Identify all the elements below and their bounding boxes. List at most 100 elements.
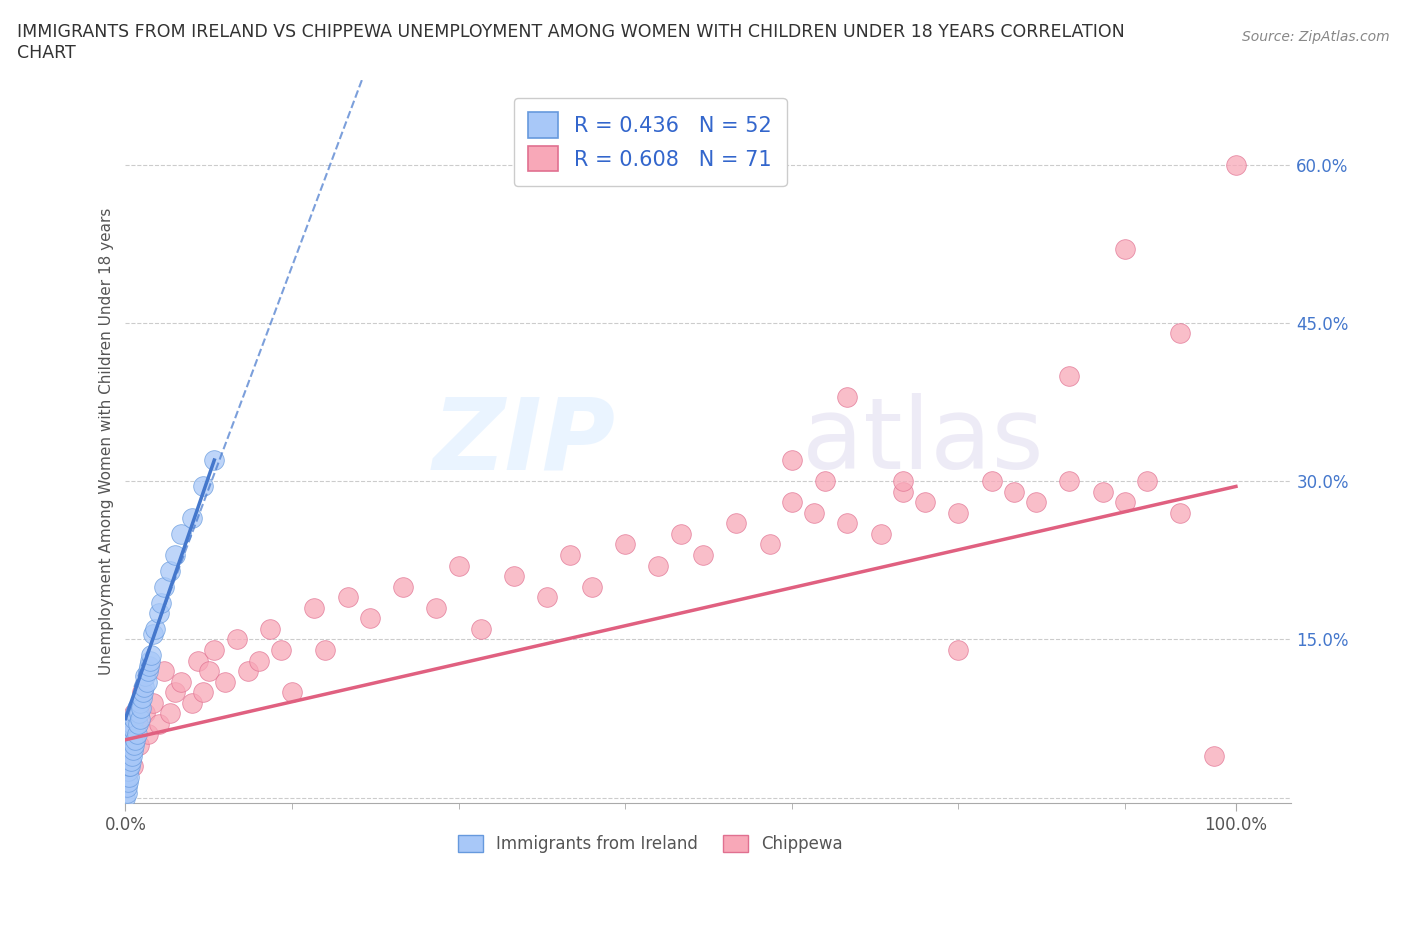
Point	[1202, 748, 1225, 763]
Point	[803, 505, 825, 520]
Point	[247, 653, 270, 668]
Point	[129, 700, 152, 715]
Point	[948, 505, 970, 520]
Point	[1136, 473, 1159, 488]
Point	[115, 780, 138, 795]
Point	[725, 516, 748, 531]
Point	[125, 716, 148, 731]
Point	[202, 643, 225, 658]
Point	[425, 601, 447, 616]
Point	[236, 664, 259, 679]
Point	[1091, 485, 1114, 499]
Point	[118, 748, 141, 763]
Point	[139, 648, 162, 663]
Point	[614, 537, 637, 551]
Point	[447, 558, 470, 573]
Point	[128, 737, 150, 752]
Point	[948, 643, 970, 658]
Point	[181, 696, 204, 711]
Point	[214, 674, 236, 689]
Point	[122, 722, 145, 737]
Point	[1002, 485, 1025, 499]
Point	[150, 595, 173, 610]
Point	[127, 716, 149, 731]
Point	[129, 711, 152, 726]
Point	[165, 548, 187, 563]
Point	[136, 664, 159, 679]
Legend: Immigrants from Ireland, Chippewa: Immigrants from Ireland, Chippewa	[451, 829, 849, 860]
Point	[837, 516, 859, 531]
Point	[503, 569, 526, 584]
Point	[1114, 242, 1136, 257]
Point	[814, 473, 837, 488]
Point	[153, 579, 176, 594]
Text: ZIP: ZIP	[432, 393, 616, 490]
Point	[359, 611, 381, 626]
Point	[758, 537, 780, 551]
Point	[132, 684, 155, 699]
Point	[1225, 157, 1247, 172]
Point	[148, 716, 170, 731]
Point	[131, 690, 153, 705]
Point	[281, 684, 304, 699]
Point	[122, 759, 145, 774]
Point	[138, 658, 160, 673]
Point	[142, 696, 165, 711]
Point	[165, 684, 187, 699]
Point	[869, 526, 891, 541]
Point	[336, 590, 359, 604]
Point	[1059, 473, 1081, 488]
Point	[118, 737, 141, 752]
Point	[120, 753, 142, 768]
Point	[120, 737, 142, 752]
Point	[891, 473, 914, 488]
Point	[117, 775, 139, 790]
Point	[121, 716, 143, 731]
Point	[121, 732, 143, 747]
Point	[914, 495, 936, 510]
Point	[134, 680, 156, 695]
Point	[128, 706, 150, 721]
Point	[114, 748, 136, 763]
Point	[780, 495, 803, 510]
Point	[1170, 505, 1192, 520]
Point	[780, 453, 803, 468]
Point	[304, 601, 326, 616]
Point	[125, 727, 148, 742]
Point	[124, 732, 146, 747]
Point	[1170, 326, 1192, 341]
Point	[118, 759, 141, 774]
Point	[124, 737, 146, 752]
Point	[136, 727, 159, 742]
Point	[124, 706, 146, 721]
Point	[135, 674, 157, 689]
Point	[118, 732, 141, 747]
Point	[170, 674, 193, 689]
Point	[193, 684, 215, 699]
Point	[129, 696, 152, 711]
Point	[159, 564, 181, 578]
Point	[134, 669, 156, 684]
Point	[120, 727, 142, 742]
Point	[115, 785, 138, 800]
Point	[980, 473, 1002, 488]
Point	[837, 390, 859, 405]
Point	[558, 548, 581, 563]
Point	[153, 664, 176, 679]
Point	[270, 643, 292, 658]
Point	[314, 643, 336, 658]
Point	[259, 621, 281, 636]
Point	[187, 653, 209, 668]
Point	[581, 579, 603, 594]
Point	[197, 664, 219, 679]
Point	[142, 627, 165, 642]
Point	[692, 548, 714, 563]
Text: atlas: atlas	[801, 393, 1043, 490]
Point	[170, 526, 193, 541]
Point	[891, 485, 914, 499]
Point	[647, 558, 669, 573]
Point	[669, 526, 692, 541]
Point	[1059, 368, 1081, 383]
Point	[120, 727, 142, 742]
Point	[193, 479, 215, 494]
